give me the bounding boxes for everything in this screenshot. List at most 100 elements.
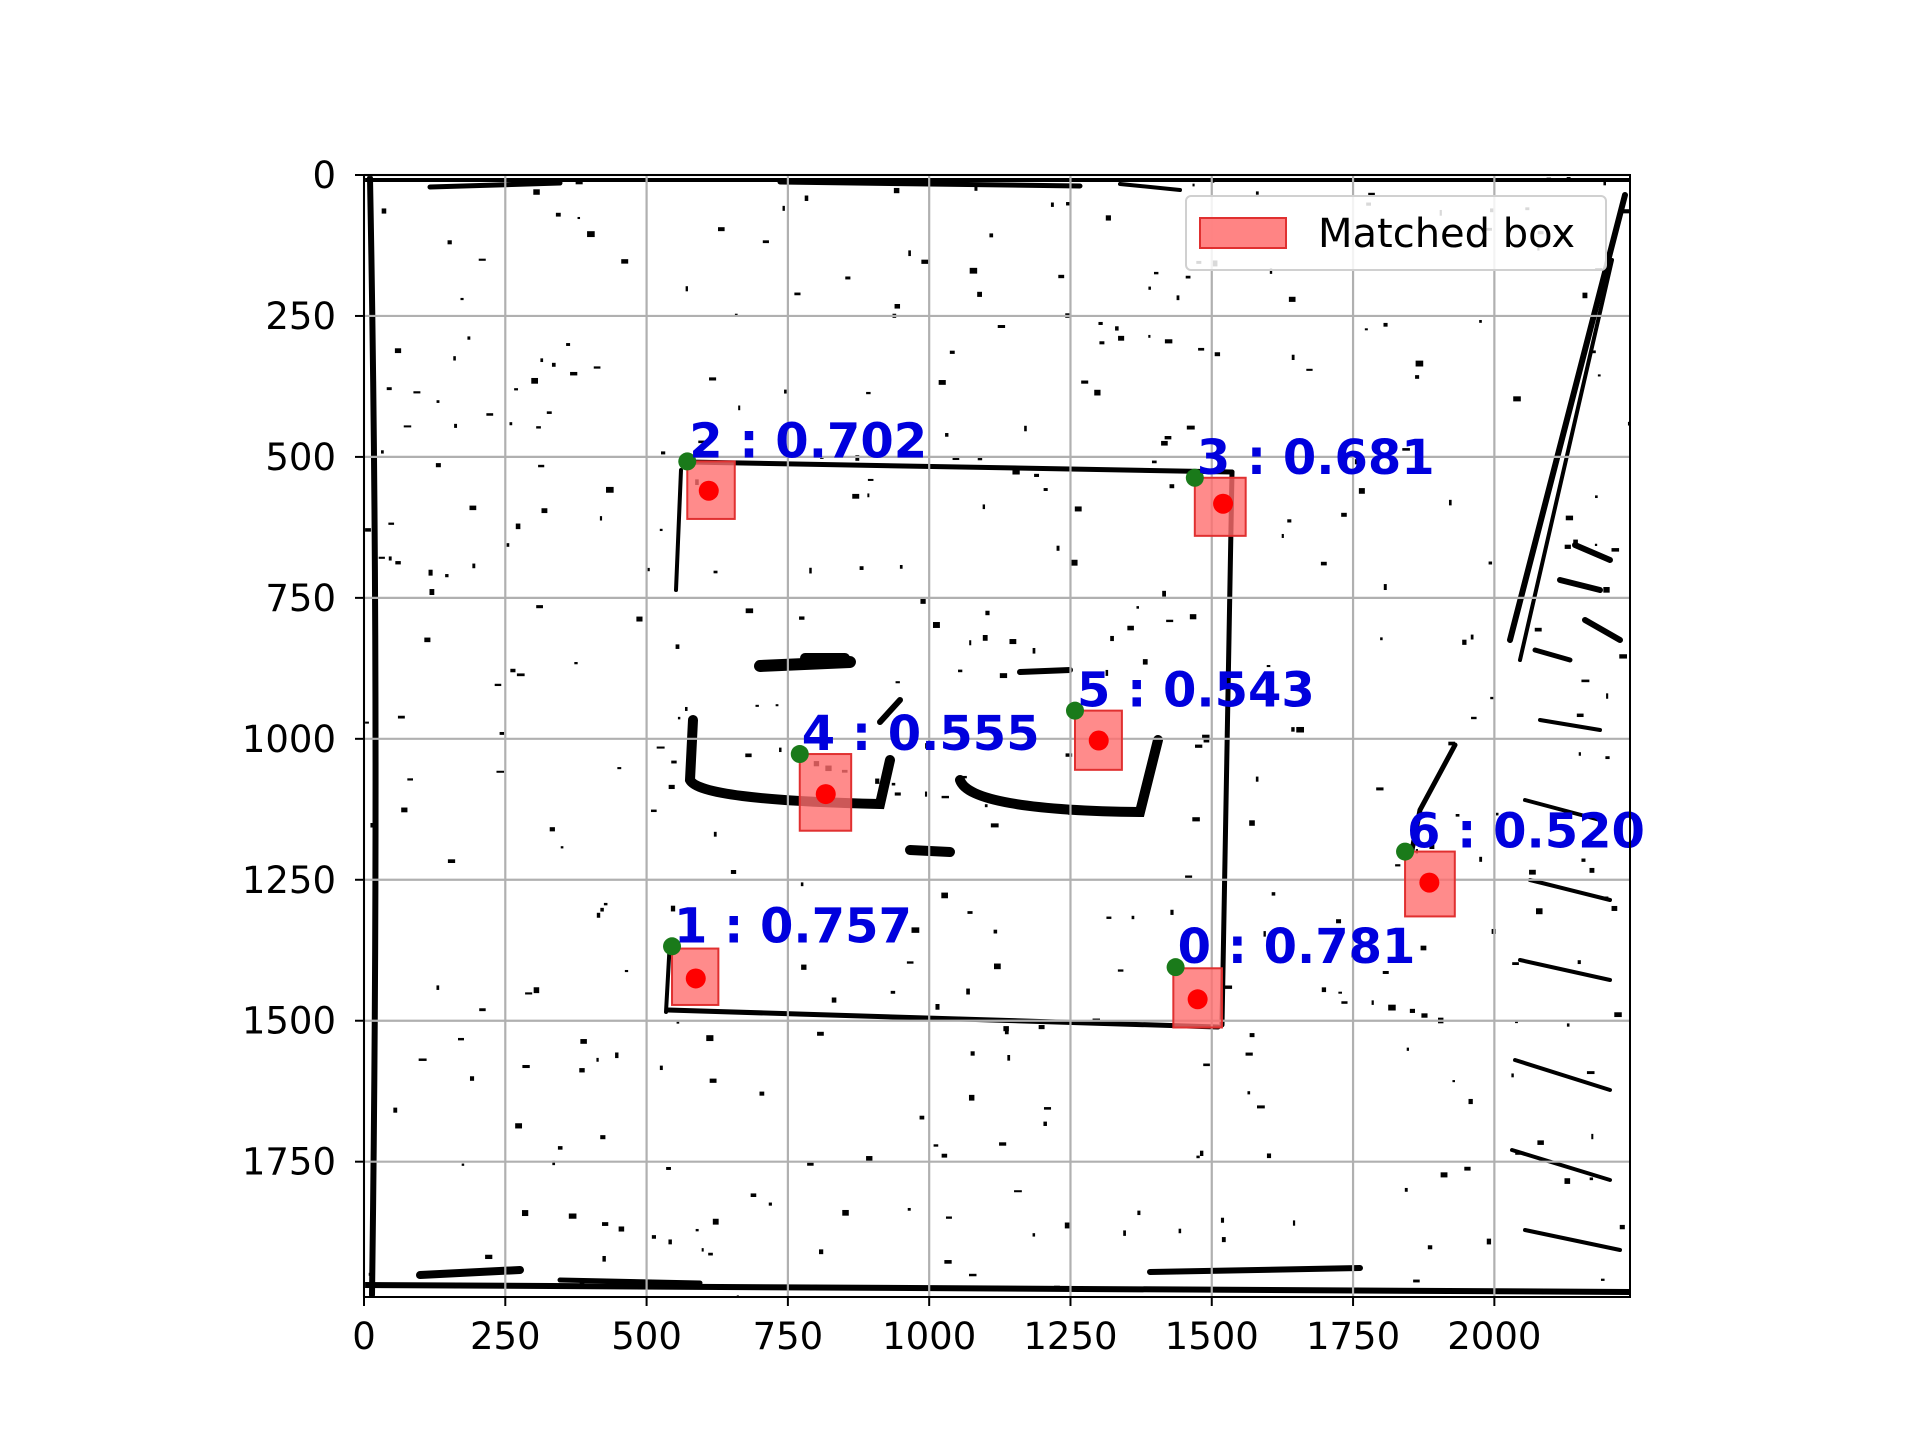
edge-speckle (906, 961, 914, 964)
edge-speckle (1221, 1237, 1226, 1243)
edge-speckle (941, 795, 949, 799)
edge-speckle (428, 569, 433, 576)
edge-speckle (1014, 1190, 1022, 1193)
edge-speckle (1161, 440, 1168, 446)
edge-speckle (1105, 669, 1109, 676)
x-tick-label: 1500 (1165, 1315, 1259, 1358)
edge-speckle (859, 566, 864, 570)
edge-stroke (1118, 182, 1182, 192)
edge-speckle (671, 760, 677, 764)
edge-speckle (1566, 1023, 1570, 1027)
edge-speckle (600, 907, 604, 912)
edge-speckle (1383, 584, 1387, 591)
edge-speckle (907, 1207, 911, 1211)
edge-speckle (1224, 985, 1233, 989)
edge-speckle (1409, 1008, 1416, 1013)
edge-speckle (949, 350, 955, 354)
y-tick-label: 1500 (242, 1000, 336, 1043)
edge-speckle (1185, 275, 1191, 279)
edge-speckle (997, 325, 1006, 328)
edge-speckle (536, 426, 541, 429)
edge-speckle (515, 523, 521, 530)
edge-speckle (1347, 469, 1351, 473)
edge-speckle (876, 425, 881, 428)
edge-speckle (1468, 1098, 1473, 1105)
edge-speckle (1151, 460, 1157, 464)
edge-speckle (388, 556, 392, 561)
edge-speckle (1032, 1233, 1036, 1237)
edge-speckle (1371, 1000, 1374, 1005)
edge-speckle (1395, 864, 1401, 867)
edge-speckle (373, 392, 376, 395)
edge-speckle (974, 185, 978, 191)
detection-label: 1 : 0.757 (674, 898, 912, 954)
edge-speckle (1291, 354, 1295, 360)
edge-speckle (952, 456, 960, 461)
edge-speckle (596, 1057, 599, 1062)
edge-speckle (800, 882, 804, 887)
edge-speckle (1038, 1025, 1045, 1030)
edge-speckle (575, 178, 583, 185)
edge-speckle (982, 635, 988, 641)
edge-speckle (659, 1065, 663, 1071)
edge-speckle (1288, 296, 1296, 302)
edge-stroke (1219, 469, 1235, 1028)
edge-speckle (1600, 1278, 1605, 1281)
edge-speckle (499, 731, 505, 735)
edge-speckle (1415, 360, 1424, 367)
edge-speckle (1214, 352, 1221, 357)
edge-stroke (1017, 667, 1073, 675)
edge-speckle (1537, 1140, 1544, 1145)
edge-speckle (447, 859, 456, 864)
edge-stroke (557, 1277, 703, 1286)
legend-frame (1185, 195, 1607, 271)
edge-speckle (935, 1003, 940, 1010)
edge-stroke (367, 175, 379, 1297)
edge-speckle (1249, 820, 1255, 826)
edge-stroke (1538, 718, 1602, 732)
edge-speckle (1536, 908, 1543, 915)
edge-speckle (709, 1078, 717, 1083)
edge-speckle (549, 827, 555, 832)
edge-speckle (1513, 396, 1521, 402)
edge-speckle (1110, 635, 1114, 642)
edge-speckle (1471, 716, 1477, 720)
edge-speckle (1603, 180, 1607, 186)
edge-speckle (809, 567, 812, 574)
edge-speckle (875, 778, 880, 784)
edge-speckle (1189, 614, 1197, 620)
edge-speckle (397, 715, 405, 719)
edge-speckle (579, 1068, 585, 1073)
edge-speckle (1565, 515, 1574, 521)
edge-speckle (1255, 191, 1259, 195)
detection-label: 6 : 0.520 (1407, 804, 1645, 860)
edge-speckle (506, 543, 510, 547)
edge-speckle (555, 212, 561, 217)
edge-stroke (1523, 1228, 1622, 1252)
edge-speckle (977, 456, 983, 461)
edge-speckle (1448, 499, 1452, 506)
edge-stroke (427, 180, 563, 190)
edge-speckle (1581, 679, 1590, 683)
edge-speckle (378, 556, 385, 559)
edge-speckle (1220, 1217, 1225, 1223)
edge-speckle (1058, 274, 1065, 279)
x-tick-label: 1250 (1023, 1315, 1117, 1358)
edge-speckle (393, 1107, 398, 1113)
edge-speckle (1148, 334, 1151, 338)
edge-speckle (794, 292, 801, 296)
edge-speckle (698, 440, 705, 444)
edge-speckle (782, 205, 785, 211)
edge-speckle (1249, 1033, 1255, 1038)
edge-speckle (745, 753, 752, 758)
edge-speckle (1153, 271, 1159, 275)
edge-speckle (401, 807, 408, 813)
edge-speckle (454, 423, 458, 428)
edge-speckle (817, 1031, 824, 1036)
edge-speckle (932, 622, 940, 628)
edge-speckle (1589, 1177, 1594, 1181)
edge-speckle (933, 1144, 939, 1147)
edge-speckle (479, 1008, 486, 1012)
edge-speckle (546, 411, 552, 414)
edge-speckle (540, 358, 544, 363)
